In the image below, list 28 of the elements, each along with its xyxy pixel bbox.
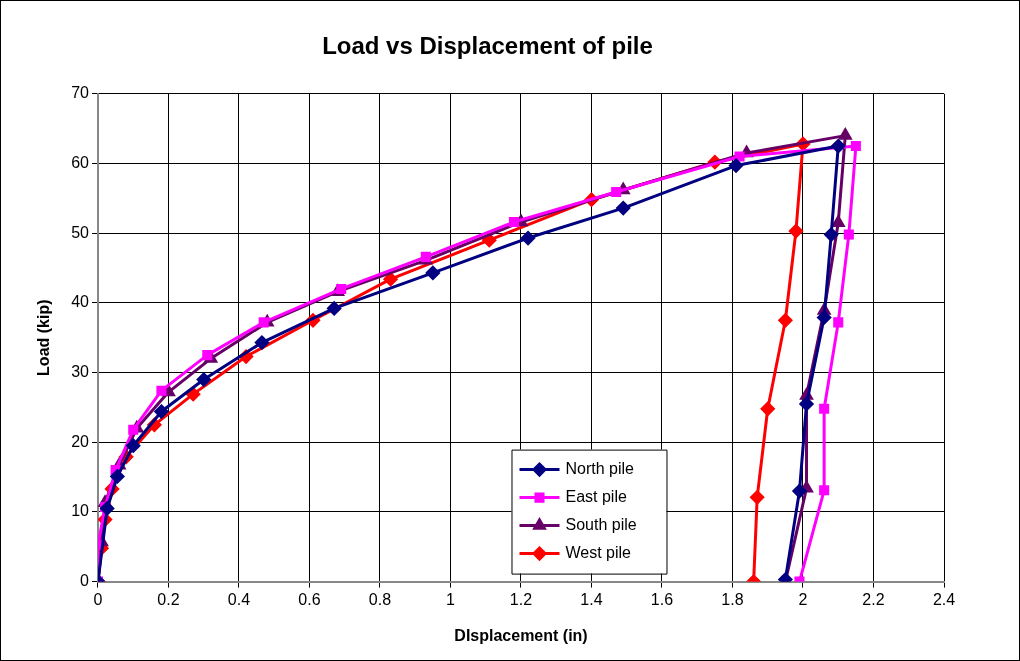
x-tick-label: 0.8 <box>368 590 392 608</box>
y-tick-label: 70 <box>71 84 90 102</box>
y-tick-label: 30 <box>71 362 90 380</box>
x-tick-label: 2.2 <box>862 590 885 608</box>
x-tick-label: 1.8 <box>721 590 744 608</box>
x-tick-label: 1.2 <box>509 590 533 608</box>
y-tick-label: 0 <box>80 572 90 590</box>
x-tick-label: 1 <box>446 590 456 608</box>
x-tick-label: 1.6 <box>650 590 674 608</box>
x-tick-label: 2 <box>798 590 808 608</box>
x-tick-label: 0 <box>93 590 103 608</box>
x-tick-label: 2.4 <box>932 590 956 608</box>
legend-label: North pile <box>565 460 635 478</box>
legend-label: East pile <box>565 488 627 506</box>
y-tick-label: 40 <box>71 293 90 311</box>
y-tick-label: 50 <box>71 223 90 241</box>
legend-label: West pile <box>565 544 632 562</box>
x-tick-label: 0.6 <box>298 590 321 608</box>
y-tick-label: 20 <box>71 432 90 450</box>
y-tick-label: 10 <box>71 502 90 520</box>
x-tick-label: 0.2 <box>157 590 180 608</box>
y-axis-title: Load (kip) <box>35 299 53 376</box>
legend-label: South pile <box>565 516 637 534</box>
x-tick-label: 0.4 <box>227 590 251 608</box>
x-axis-title: DIsplacement (in) <box>454 626 588 644</box>
x-tick-label: 1.4 <box>580 590 603 608</box>
y-tick-label: 60 <box>71 153 90 171</box>
chart-title: Load vs Displacement of pile <box>322 32 653 60</box>
